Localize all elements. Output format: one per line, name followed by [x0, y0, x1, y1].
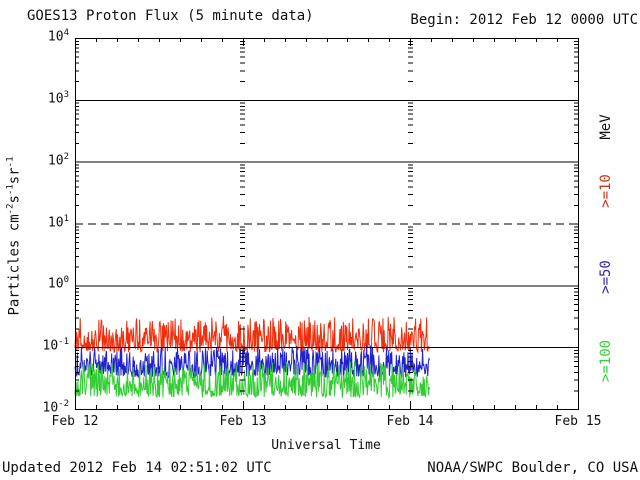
- x-axis-title: Universal Time: [271, 438, 381, 453]
- updated-timestamp-label: Updated 2012 Feb 14 02:51:02 UTC: [2, 460, 272, 476]
- x-tick-feb12: Feb 12: [51, 414, 99, 429]
- y-tick-label-1e4: 104: [47, 28, 69, 45]
- x-tick-feb14: Feb 14: [386, 414, 434, 429]
- y-tick-label-1e-1: 10-1: [42, 337, 70, 354]
- y-tick-label-1e0: 100: [47, 275, 69, 292]
- y-axis-title: Particles cm-2s-1sr-1: [5, 156, 23, 316]
- legend-ge100-label: >=100: [598, 339, 614, 383]
- y-tick-label-1e3: 103: [47, 89, 69, 107]
- flux-trace-ge50: [74, 345, 431, 379]
- y-tick-label-1e-2: 10-2: [42, 399, 70, 416]
- flux-trace-ge10: [74, 315, 431, 354]
- legend-ge10-label: >=10: [598, 174, 614, 208]
- plot-frame: [75, 38, 579, 410]
- y-tick-label-1e2: 102: [47, 151, 69, 168]
- x-tick-feb15: Feb 15: [554, 414, 602, 429]
- data-source-label: NOAA/SWPC Boulder, CO USA: [427, 460, 638, 476]
- y-tick-label-1e1: 101: [47, 213, 69, 230]
- legend-ge50-label: >=50: [598, 260, 614, 294]
- chart-title: GOES13 Proton Flux (5 minute data): [27, 8, 314, 24]
- x-tick-feb13: Feb 13: [219, 414, 267, 429]
- begin-timestamp-label: Begin: 2012 Feb 12 0000 UTC: [410, 12, 638, 28]
- right-axis-units-label: MeV: [598, 114, 614, 140]
- flux-trace-ge100: [74, 361, 431, 400]
